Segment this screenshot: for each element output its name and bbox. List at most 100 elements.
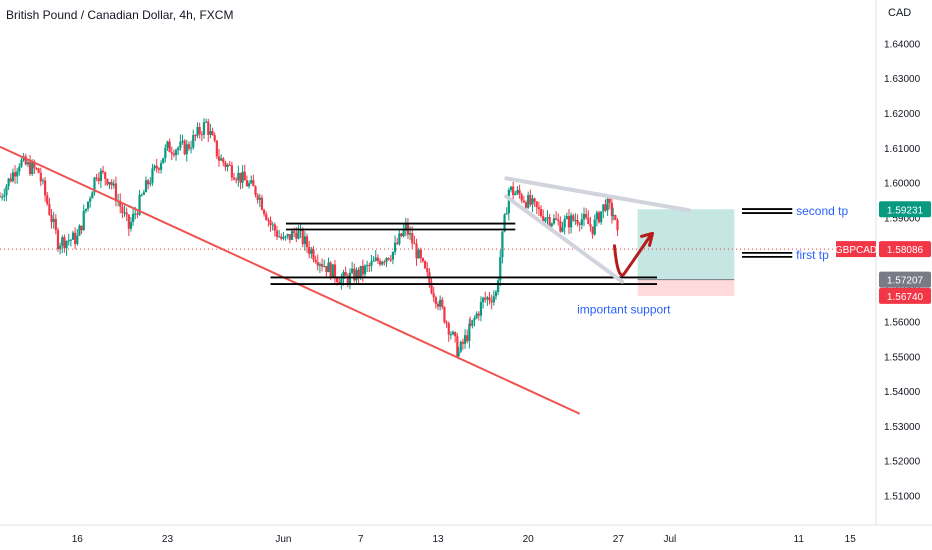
candle-body <box>565 216 568 220</box>
candle-body <box>466 335 469 342</box>
candle-body <box>254 186 257 196</box>
candle-body <box>297 230 300 239</box>
candle-body <box>320 264 324 267</box>
candle-body <box>308 247 311 254</box>
downtrend-line <box>0 145 581 415</box>
candle-body <box>531 198 534 205</box>
candle-body <box>524 202 528 208</box>
candle-body <box>132 213 135 222</box>
candle-body <box>459 341 462 352</box>
candle-body <box>284 236 287 238</box>
candle-body <box>451 331 455 335</box>
y-tick-label: 1.54000 <box>884 387 921 398</box>
candle-body <box>144 180 148 193</box>
candle-body <box>183 140 186 155</box>
candle-body <box>303 236 306 245</box>
candle-body <box>293 231 296 233</box>
candle-body <box>481 297 485 303</box>
candle-body <box>325 266 328 273</box>
candle-body <box>222 158 225 163</box>
price-labels-layer: 1.59231 GBPCAD 1.58086 1.57207 1.56740 <box>835 201 931 304</box>
price-label-bg <box>879 271 931 288</box>
candle-body <box>170 152 173 154</box>
candle-body <box>177 147 180 151</box>
candle-body <box>262 209 266 215</box>
candle-body <box>18 166 21 172</box>
candle-body <box>78 225 81 236</box>
candle-body <box>563 219 566 228</box>
drawings-layer: second tp first tp important support <box>0 145 876 415</box>
symbol-tag-label: GBPCAD <box>835 245 877 256</box>
candle-body <box>54 218 57 231</box>
candle-body <box>11 172 14 182</box>
projection-arrow <box>612 233 653 277</box>
candle-body <box>559 221 562 232</box>
candle-body <box>494 291 498 297</box>
time-axis[interactable]: 16 23 Jun 7 13 20 27 Jul 11 15 <box>0 524 932 545</box>
candle-body <box>162 158 165 164</box>
y-tick-label: 1.52000 <box>884 457 921 468</box>
candle-body <box>378 261 382 265</box>
x-tick-label: 15 <box>845 534 857 545</box>
candle-body <box>432 293 435 298</box>
x-tick-label: 23 <box>162 534 174 545</box>
candle-body <box>374 257 377 261</box>
candle-body <box>166 141 169 148</box>
candle-body <box>134 213 137 215</box>
candle-body <box>71 232 75 240</box>
candle-body <box>457 351 460 357</box>
candle-body <box>5 186 8 196</box>
candle-body <box>80 225 83 231</box>
candle-body <box>389 259 392 261</box>
candle-body <box>484 297 487 300</box>
price-axis[interactable]: 1.51000 1.52000 1.53000 1.54000 1.55000 1.560… <box>875 0 921 525</box>
candle-body <box>507 189 510 214</box>
y-tick-label: 1.56000 <box>884 318 921 329</box>
candle-body <box>333 264 337 279</box>
candle-body <box>151 168 154 183</box>
candle-body <box>35 168 38 170</box>
candle-body <box>112 183 115 186</box>
price-label: 1.57207 <box>887 276 924 287</box>
candle-body <box>419 249 422 259</box>
candle-body <box>363 265 367 275</box>
candle-body <box>69 239 72 241</box>
y-tick-label: 1.60000 <box>884 179 921 190</box>
candle-body <box>580 219 583 225</box>
candle-body <box>104 172 107 179</box>
candle-body <box>436 303 440 307</box>
x-tick-label: 7 <box>358 534 364 545</box>
candle-body <box>59 245 62 250</box>
y-tick-label: 1.53000 <box>884 422 921 433</box>
candle-body <box>9 178 12 182</box>
candle-body <box>396 242 399 244</box>
candle-body <box>597 212 601 223</box>
candle-body <box>95 177 98 179</box>
candle-body <box>7 178 10 187</box>
candle-body <box>535 201 538 208</box>
candle-body <box>314 259 317 262</box>
y-tick-label: 1.61000 <box>884 144 921 155</box>
candle-body <box>200 134 203 136</box>
candle-body <box>275 230 279 237</box>
candle-body <box>192 135 195 148</box>
candle-body <box>415 243 418 259</box>
candle-body <box>202 122 206 135</box>
candle-body <box>74 232 77 244</box>
candle-body <box>479 302 483 316</box>
candle-body <box>290 231 294 240</box>
candle-body <box>456 336 459 357</box>
candle-body <box>252 180 255 187</box>
candle-body <box>357 269 360 278</box>
candle-body <box>228 164 231 166</box>
candle-body <box>215 140 218 157</box>
candle-body <box>149 182 152 185</box>
candle-body <box>196 127 199 136</box>
candle-body <box>16 171 19 177</box>
candle-body <box>488 297 491 301</box>
candle-body <box>606 198 609 211</box>
candle-body <box>572 215 575 221</box>
candle-body <box>323 266 326 268</box>
candle-body <box>267 219 270 221</box>
